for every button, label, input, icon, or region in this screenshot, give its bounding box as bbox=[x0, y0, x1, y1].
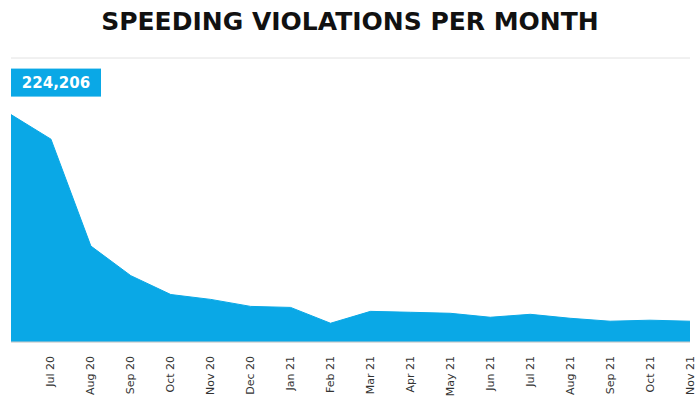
svg-text:Jun 21: Jun 21 bbox=[484, 356, 497, 392]
svg-text:Sep 20: Sep 20 bbox=[124, 356, 137, 394]
svg-text:Jul 20: Jul 20 bbox=[44, 356, 57, 388]
svg-text:May 21: May 21 bbox=[444, 356, 457, 396]
svg-text:Aug 20: Aug 20 bbox=[84, 356, 97, 395]
svg-text:Apr 21: Apr 21 bbox=[404, 356, 417, 393]
svg-text:Oct 21: Oct 21 bbox=[644, 356, 657, 393]
html-text:SPEEDING VIOLATIONS PER MONTH: SPEEDING VIOLATIONS PER MONTH bbox=[101, 7, 599, 36]
svg-text:Dec 20: Dec 20 bbox=[244, 356, 257, 395]
svg-text:Sep 21: Sep 21 bbox=[604, 356, 617, 394]
svg-text:Nov 20: Nov 20 bbox=[204, 356, 217, 395]
svg-text:Jan 21: Jan 21 bbox=[284, 356, 297, 391]
svg-text:Oct 20: Oct 20 bbox=[164, 356, 177, 393]
svg-text:Feb 21: Feb 21 bbox=[324, 356, 337, 393]
svg-text:Aug 21: Aug 21 bbox=[564, 356, 577, 395]
svg-text:Jul 21: Jul 21 bbox=[524, 356, 537, 388]
svg-text:Nov 21: Nov 21 bbox=[684, 356, 693, 395]
svg-text:224,206: 224,206 bbox=[22, 74, 90, 92]
svg-text:Mar 21: Mar 21 bbox=[364, 356, 377, 394]
